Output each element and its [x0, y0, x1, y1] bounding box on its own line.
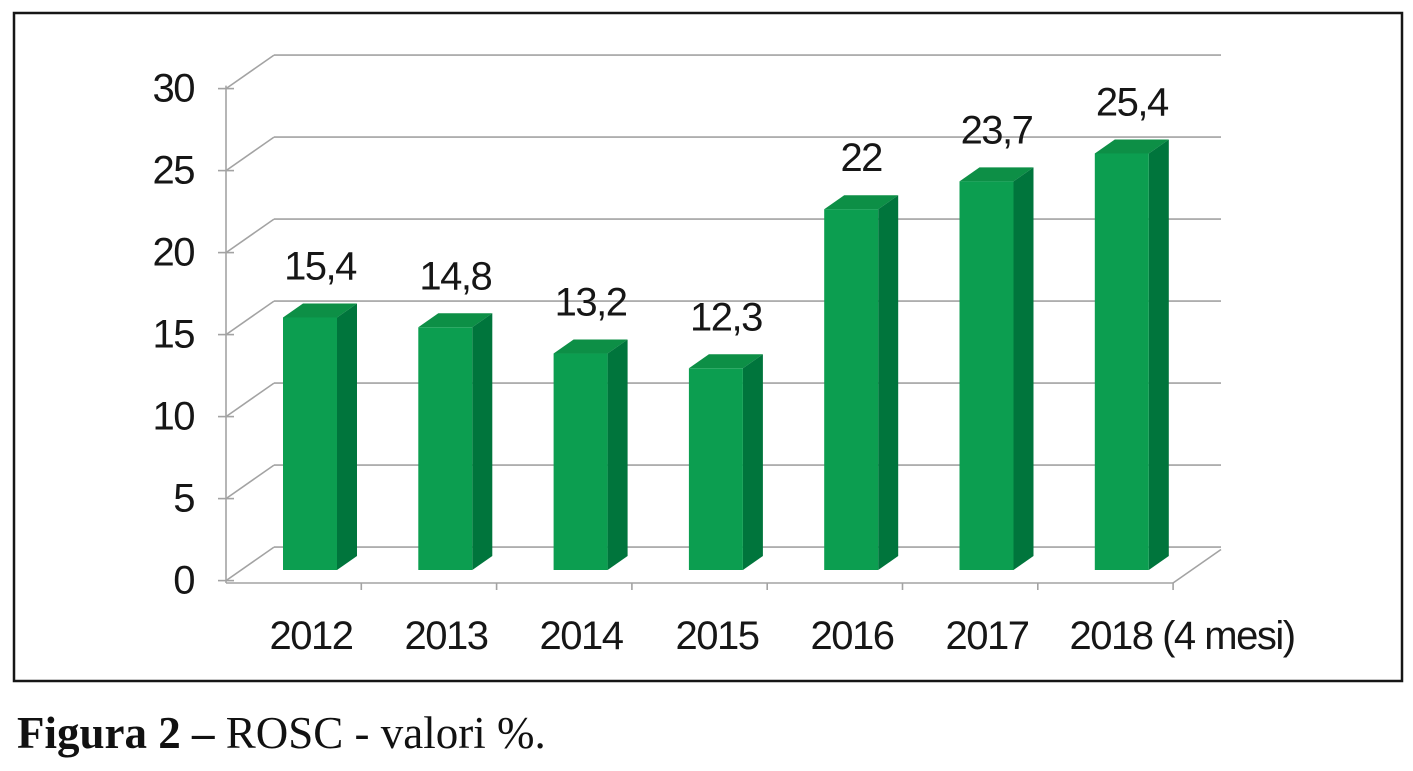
bar-front-2015 [688, 368, 743, 570]
figure-caption: Figura 2 – ROSC - valori %. [17, 711, 546, 756]
y-axis-label-30: 30 [153, 67, 195, 111]
gridline-connector-10 [225, 382, 275, 418]
gridline-connector-25 [225, 136, 275, 172]
x-axis-label-2012: 2012 [270, 614, 353, 658]
y-axis-label-0: 0 [173, 559, 194, 603]
y-axis-label-20: 20 [153, 231, 195, 275]
y-axis-label-10: 10 [153, 395, 195, 439]
x-axis-label-2018 (4 mesi): 2018 (4 mesi) [1069, 614, 1294, 658]
bar-top-2015 [688, 354, 763, 369]
bar-side-2018 (4 mesi) [1148, 139, 1169, 570]
x-axis-label-2014: 2014 [540, 614, 624, 658]
bar-front-2018 (4 mesi) [1094, 153, 1149, 570]
bar-top-2016 [824, 195, 899, 210]
x-axis-label-2016: 2016 [811, 614, 894, 658]
bar-front-2017 [959, 181, 1014, 570]
x-axis-label-2017: 2017 [946, 614, 1029, 658]
bar-top-2012 [283, 303, 357, 318]
value-label-2013: 14,8 [419, 254, 491, 298]
gridline-connector-5 [225, 464, 275, 500]
y-axis-label-15: 15 [153, 313, 195, 357]
value-label-2014: 13,2 [555, 281, 627, 325]
value-label-2015: 12,3 [690, 295, 762, 339]
bar-front-2014 [553, 353, 608, 570]
gridline-connector-30 [225, 54, 275, 90]
x-axis-label-2013: 2013 [405, 614, 488, 658]
bar-side-2016 [878, 195, 899, 570]
figure-caption-label: Figura 2 – [17, 708, 215, 758]
value-label-2017: 23,7 [961, 108, 1033, 152]
value-label-2018 (4 mesi): 25,4 [1096, 80, 1169, 124]
floor-right-diagonal [1172, 548, 1222, 584]
bar-top-2014 [553, 339, 628, 354]
bar-front-2013 [418, 327, 473, 570]
chart-frame-border [12, 11, 1404, 683]
value-label-2016: 22 [840, 136, 882, 180]
bar-side-2015 [742, 354, 763, 570]
figure-caption-text: ROSC - valori %. [214, 708, 546, 758]
x-axis-label-2015: 2015 [676, 614, 759, 658]
bar-front-2012 [283, 317, 337, 570]
bar-top-2013 [418, 313, 493, 328]
y-axis-label-5: 5 [173, 477, 194, 521]
gridline-connector-0 [225, 546, 275, 582]
bar-top-2018 (4 mesi) [1094, 139, 1169, 154]
bar-side-2017 [1013, 167, 1034, 570]
bar-top-2017 [959, 167, 1034, 182]
y-axis-label-25: 25 [153, 149, 195, 193]
value-label-2012: 15,4 [284, 244, 357, 288]
bar-front-2016 [824, 209, 879, 570]
bar-side-2013 [472, 313, 493, 570]
bar-side-2012 [337, 303, 357, 570]
bar-side-2014 [607, 339, 628, 570]
gridline-connector-15 [225, 300, 275, 336]
gridline-connector-20 [225, 218, 275, 254]
